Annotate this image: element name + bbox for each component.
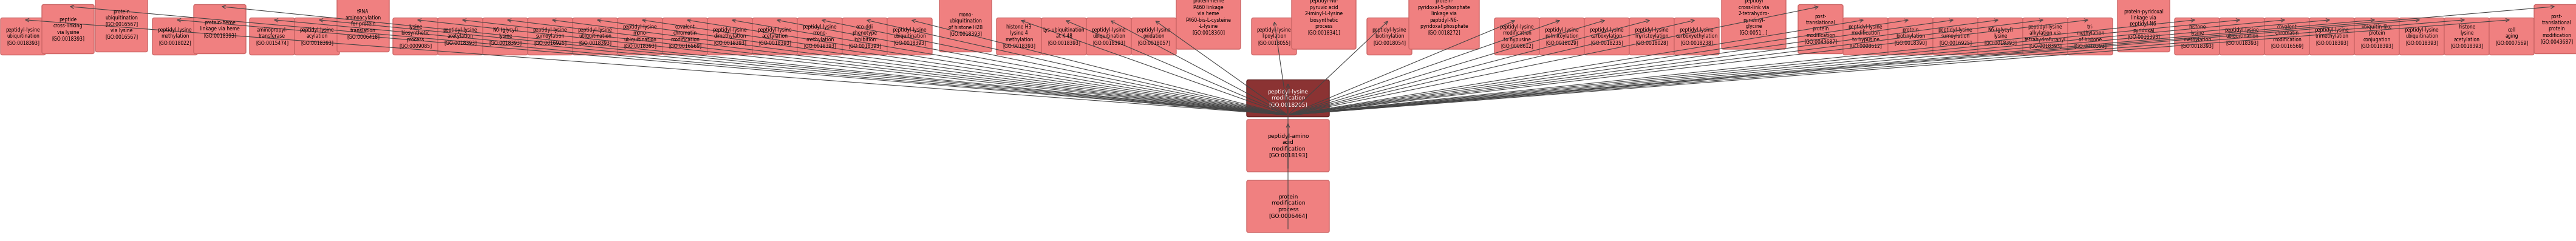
Text: histone H3
lysine 4
methylation
[GO:0018393]: histone H3 lysine 4 methylation [GO:0018… [1002,24,1036,49]
Text: peptidyl-lysine
ubiquitination
[GO:0018393]: peptidyl-lysine ubiquitination [GO:00183… [1092,27,1126,46]
Text: peptidyl-lysine
myristoylation
[GO:0018028]: peptidyl-lysine myristoylation [GO:00180… [1636,27,1669,46]
Text: peptidyl-lysine
ubiquitination
[GO:0018393]: peptidyl-lysine ubiquitination [GO:00183… [891,27,927,46]
FancyBboxPatch shape [940,0,992,52]
Text: peptidyl
cross-link via
2-tetrahydro-
pyridinyl-
glycine
[GO:0051...]: peptidyl cross-link via 2-tetrahydro- py… [1739,0,1770,35]
FancyBboxPatch shape [1291,0,1355,49]
Text: peptidyl-lysine
ubiquitination
[GO:0018393]: peptidyl-lysine ubiquitination [GO:00183… [577,27,613,46]
Text: tRNA
aminoacylation
for protein
translation
[GO:0006418]: tRNA aminoacylation for protein translat… [345,9,381,40]
Text: peptidyl-N6-
pyruvic acid
2-iminyl-L-lysine
biosynthetic
process
[GO:0018341]: peptidyl-N6- pyruvic acid 2-iminyl-L-lys… [1303,0,1342,35]
FancyBboxPatch shape [1368,18,1412,55]
FancyBboxPatch shape [2535,5,2576,54]
FancyBboxPatch shape [438,18,482,55]
Text: peptidyl-lysine
sumoylation
[GO:0016925]: peptidyl-lysine sumoylation [GO:0016925] [1937,27,1973,46]
Text: peptidyl-amino
acid
modification
[GO:0018193]: peptidyl-amino acid modification [GO:001… [1267,134,1309,158]
Text: peptidyl-lysine
dimethylation
[GO:0018393]: peptidyl-lysine dimethylation [GO:001839… [714,27,747,46]
Text: N6-(glycyl)
lysine
[GO:0018393]: N6-(glycyl) lysine [GO:0018393] [489,27,520,46]
FancyBboxPatch shape [294,18,340,55]
FancyBboxPatch shape [618,18,662,55]
FancyBboxPatch shape [95,0,147,52]
Text: peptidyl-lysine
alkylation via
tetrahydrofuranyl
[GO:0018393]: peptidyl-lysine alkylation via tetrahydr… [2025,24,2066,49]
Text: peptidyl-lysine
lipoylation
[GO:0018055]: peptidyl-lysine lipoylation [GO:0018055] [1257,27,1291,46]
FancyBboxPatch shape [0,18,46,55]
FancyBboxPatch shape [572,18,618,55]
FancyBboxPatch shape [1494,18,1540,55]
FancyBboxPatch shape [1978,18,2022,55]
FancyBboxPatch shape [1177,0,1242,49]
FancyBboxPatch shape [2445,18,2488,55]
Text: histone
lysine
methylation
[GO:0018393]: histone lysine methylation [GO:0018393] [2182,24,2213,49]
FancyBboxPatch shape [2117,0,2169,52]
Text: peptide
cross-linking
via lysine
[GO:0018393]: peptide cross-linking via lysine [GO:001… [52,17,85,41]
FancyBboxPatch shape [1628,18,1674,55]
Text: protein
modification
process
[GO:0006464]: protein modification process [GO:0006464… [1267,194,1309,219]
FancyBboxPatch shape [2221,18,2264,55]
Text: covalent
chromatin
modification
[GO:0016569]: covalent chromatin modification [GO:0016… [2269,24,2303,49]
FancyBboxPatch shape [1540,18,1584,55]
Text: peptidyl-lysine
ubiquitination
[GO:0018393]: peptidyl-lysine ubiquitination [GO:00183… [2403,27,2439,46]
FancyBboxPatch shape [152,18,198,55]
Text: ubiquitin-like
protein
conjugation
[GO:0018393]: ubiquitin-like protein conjugation [GO:0… [2360,24,2393,49]
Text: peptidyl-lysine
carboxyethylation
[GO:0018238]: peptidyl-lysine carboxyethylation [GO:00… [1674,27,1718,46]
FancyBboxPatch shape [2022,18,2069,55]
FancyBboxPatch shape [1842,18,1888,55]
Text: peptidyl-lysine
acetylation
[GO:0018393]: peptidyl-lysine acetylation [GO:0018393] [757,27,791,46]
Text: peptidyl-lysine
acetylation
[GO:0018393]: peptidyl-lysine acetylation [GO:0018393] [443,27,477,46]
FancyBboxPatch shape [1888,18,1932,55]
FancyBboxPatch shape [1247,120,1329,172]
Text: peptidyl-lysine
modification
to hypusine
[GO:0008612]: peptidyl-lysine modification to hypusine… [1499,24,1535,49]
FancyBboxPatch shape [708,18,752,55]
FancyBboxPatch shape [2069,18,2112,55]
Text: mono-
ubiquitination
of histone H2B
[GO:0018393]: mono- ubiquitination of histone H2B [GO:… [948,12,981,36]
Text: peptidyl-lysine
mono-
ubiquitination
[GO:0018393]: peptidyl-lysine mono- ubiquitination [GO… [623,24,657,49]
Text: cell
aging
[GO:0007569]: cell aging [GO:0007569] [2496,27,2527,46]
Text: lysine
biosynthetic
process
[GO:0009085]: lysine biosynthetic process [GO:0009085] [399,24,433,49]
Text: peptidyl-lysine
ubiquitination
[GO:0018393]: peptidyl-lysine ubiquitination [GO:00183… [2226,27,2259,46]
Text: protein
biotinylation
[GO:0018390]: protein biotinylation [GO:0018390] [1893,27,1927,46]
FancyBboxPatch shape [41,5,95,54]
FancyBboxPatch shape [1247,180,1329,233]
Text: aminopropyl-
transferase
[GO:0015474]: aminopropyl- transferase [GO:0015474] [255,27,289,46]
FancyBboxPatch shape [1584,18,1628,55]
FancyBboxPatch shape [1674,18,1718,55]
Text: covalent
chromatin
modification
[GO:0016569]: covalent chromatin modification [GO:0016… [670,24,701,49]
FancyBboxPatch shape [2488,18,2535,55]
Text: peptidyl-lysine
palmitoylation
[GO:0018029]: peptidyl-lysine palmitoylation [GO:00180… [1546,27,1579,46]
FancyBboxPatch shape [752,18,799,55]
Text: peptidyl-lysine
oxidation
[GO:0018057]: peptidyl-lysine oxidation [GO:0018057] [1136,27,1172,46]
Text: peptidyl-lysine
carboxylation
[GO:0018235]: peptidyl-lysine carboxylation [GO:001823… [1589,27,1623,46]
Text: peptidyl-lysine
mono-
methylation
[GO:0018393]: peptidyl-lysine mono- methylation [GO:00… [804,24,837,49]
FancyBboxPatch shape [1409,0,1479,49]
FancyBboxPatch shape [886,18,933,55]
FancyBboxPatch shape [2264,18,2311,55]
Text: peptidyl-lysine
modification
to hypusine
[GO:0008612]: peptidyl-lysine modification to hypusine… [1850,24,1883,49]
FancyBboxPatch shape [1798,5,1842,54]
FancyBboxPatch shape [528,18,572,55]
FancyBboxPatch shape [662,18,708,55]
FancyBboxPatch shape [1247,80,1329,117]
Text: protein
ubiquitination
[GO:0016567]
via lysine
[GO:0016567]: protein ubiquitination [GO:0016567] via … [106,9,139,40]
FancyBboxPatch shape [2354,18,2398,55]
FancyBboxPatch shape [2174,18,2221,55]
Text: histone
lysine
acetylation
[GO:0018393]: histone lysine acetylation [GO:0018393] [2450,24,2483,49]
FancyBboxPatch shape [394,18,438,55]
Text: tri-
methylation
of histone
[GO:0018393]: tri- methylation of histone [GO:0018393] [2074,24,2107,49]
FancyBboxPatch shape [1131,18,1177,55]
FancyBboxPatch shape [482,18,528,55]
Text: peptidyl-lysine
modification
[GO:0018205]: peptidyl-lysine modification [GO:0018205… [1267,89,1309,107]
Text: protein-pyridoxal
linkage via
peptidyl-N6-
pyridoxal
[GO:0018393]: protein-pyridoxal linkage via peptidyl-N… [2123,9,2164,40]
FancyBboxPatch shape [1252,18,1296,55]
FancyBboxPatch shape [337,0,389,52]
Text: protein-heme
linkage via heme
[GO:0018393]: protein-heme linkage via heme [GO:001839… [201,20,240,38]
Text: peptidyl-lysine
ubiquitination
[GO:0018393]: peptidyl-lysine ubiquitination [GO:00183… [5,27,41,46]
FancyBboxPatch shape [1041,18,1087,55]
FancyBboxPatch shape [997,18,1041,55]
Text: peptidyl-lysine
methylation
[GO:0018022]: peptidyl-lysine methylation [GO:0018022] [157,27,193,46]
FancyBboxPatch shape [1087,18,1131,55]
FancyBboxPatch shape [2398,18,2445,55]
Text: N6-(glycyl)
lysine
[GO:0018393]: N6-(glycyl) lysine [GO:0018393] [1984,27,2017,46]
Text: peptidyl-lysine
biotinylation
[GO:0018054]: peptidyl-lysine biotinylation [GO:001805… [1373,27,1406,46]
Text: eco-ddi
phenotype
inhibition
[GO:0018393]: eco-ddi phenotype inhibition [GO:0018393… [848,24,881,49]
FancyBboxPatch shape [193,5,245,54]
FancyBboxPatch shape [250,18,294,55]
Text: post-
translational
protein
modification
[GO:0043687]: post- translational protein modification… [1803,14,1837,45]
